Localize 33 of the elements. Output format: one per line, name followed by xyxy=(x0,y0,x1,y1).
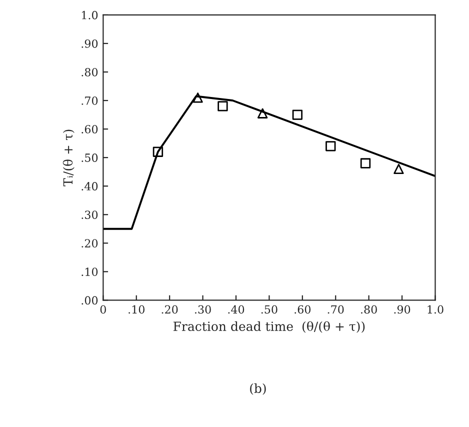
y-tick-label: .80 xyxy=(82,68,98,76)
y-tick-label: .50 xyxy=(82,154,98,162)
x-tick-label: .40 xyxy=(228,305,244,314)
x-tick-label: 0 xyxy=(100,305,106,314)
y-tick-label: .60 xyxy=(82,125,98,134)
point xyxy=(292,110,303,120)
x-axis-title: Fraction dead time (θ/(θ + τ)) xyxy=(173,321,365,333)
y-tick-label: .20 xyxy=(82,239,98,248)
x-tick-label: 1.0 xyxy=(428,305,444,314)
x-tick-label: .30 xyxy=(195,305,211,314)
x-tick-label: .80 xyxy=(361,305,377,314)
point xyxy=(152,146,164,157)
x-tick-label: .60 xyxy=(294,305,311,314)
y-axis-title: Tᵢ/(θ + τ) xyxy=(62,130,74,186)
y-tick-label: .90 xyxy=(82,39,98,48)
x-tick-label: .10 xyxy=(128,305,144,314)
point xyxy=(394,164,404,174)
point xyxy=(218,101,228,112)
text: (b) xyxy=(250,383,266,395)
point xyxy=(326,141,336,152)
point xyxy=(360,158,371,168)
x-tick-label: .20 xyxy=(162,305,178,314)
point xyxy=(257,108,268,118)
y-tick-label: .30 xyxy=(82,210,98,219)
y-tick-label: .70 xyxy=(82,96,98,105)
x-tick-label: .50 xyxy=(261,305,278,314)
x-tick-label: .90 xyxy=(394,305,410,314)
y-tick-label: .00 xyxy=(82,296,98,305)
y-tick-label: 1.0 xyxy=(82,10,98,20)
x-tick-label: .70 xyxy=(328,305,344,314)
y-tick-label: .10 xyxy=(82,268,98,276)
y-tick-label: .40 xyxy=(82,182,98,190)
point xyxy=(192,92,203,103)
